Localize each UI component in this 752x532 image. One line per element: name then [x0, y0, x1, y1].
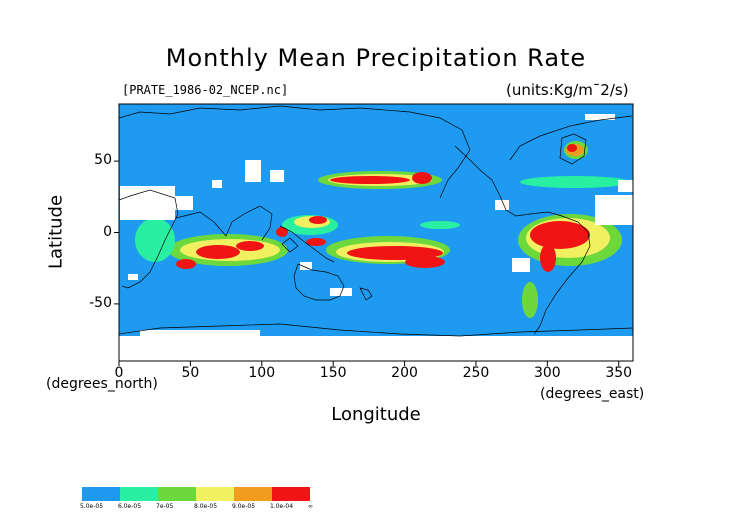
units-label: (units:Kg/m¯2/s) [506, 81, 629, 99]
colorbar-label: 5.0e-05 [80, 503, 104, 510]
x-tick-label: 0 [114, 365, 124, 381]
colorbar-swatch [196, 487, 234, 501]
y-tick-label: 0 [103, 223, 112, 240]
x-axis-title: Longitude [331, 404, 421, 425]
missing-data [119, 114, 633, 361]
map-title: Monthly Mean Precipitation Rate [165, 44, 587, 72]
colorbar-swatch [82, 487, 120, 501]
file-label: [PRATE_1986-02_NCEP.nc] [122, 83, 289, 97]
x-tick-label: 200 [391, 365, 418, 381]
y-axis-unit: (degrees_north) [46, 376, 158, 392]
x-axis-unit: (degrees_east) [540, 386, 645, 402]
precip-heavy [176, 144, 590, 272]
y-axis-title: Latitude [45, 194, 67, 270]
x-tick-label: 150 [319, 365, 347, 381]
colorbar-label: 6.0e-05 [118, 503, 142, 510]
x-tick-marks [118, 361, 620, 366]
coastlines [119, 105, 633, 337]
colorbar-swatch [120, 487, 158, 501]
x-tick-label: 300 [533, 365, 561, 381]
x-tick-label: 100 [248, 365, 276, 381]
y-tick-marks [114, 160, 119, 305]
map-plot-area [119, 104, 633, 361]
colorbar-swatch [234, 487, 272, 501]
y-tick-label: 50 [94, 152, 112, 169]
x-tick-label: 250 [462, 365, 490, 381]
colorbar-label: 9.0e-05 [232, 503, 256, 510]
y-tick-label: -50 [89, 294, 112, 311]
colorbar-label: 7e-05 [156, 503, 174, 510]
colorbar-label: 1.0e-04 [270, 503, 294, 510]
colorbar-label: 8.0e-05 [194, 503, 218, 510]
x-tick-label: 350 [605, 365, 633, 381]
colorbar-swatch [158, 487, 196, 501]
colorbar [82, 487, 310, 501]
colorbar-swatch [272, 487, 310, 501]
x-tick-label: 50 [181, 365, 200, 381]
colorbar-label: ∞ [308, 503, 313, 510]
